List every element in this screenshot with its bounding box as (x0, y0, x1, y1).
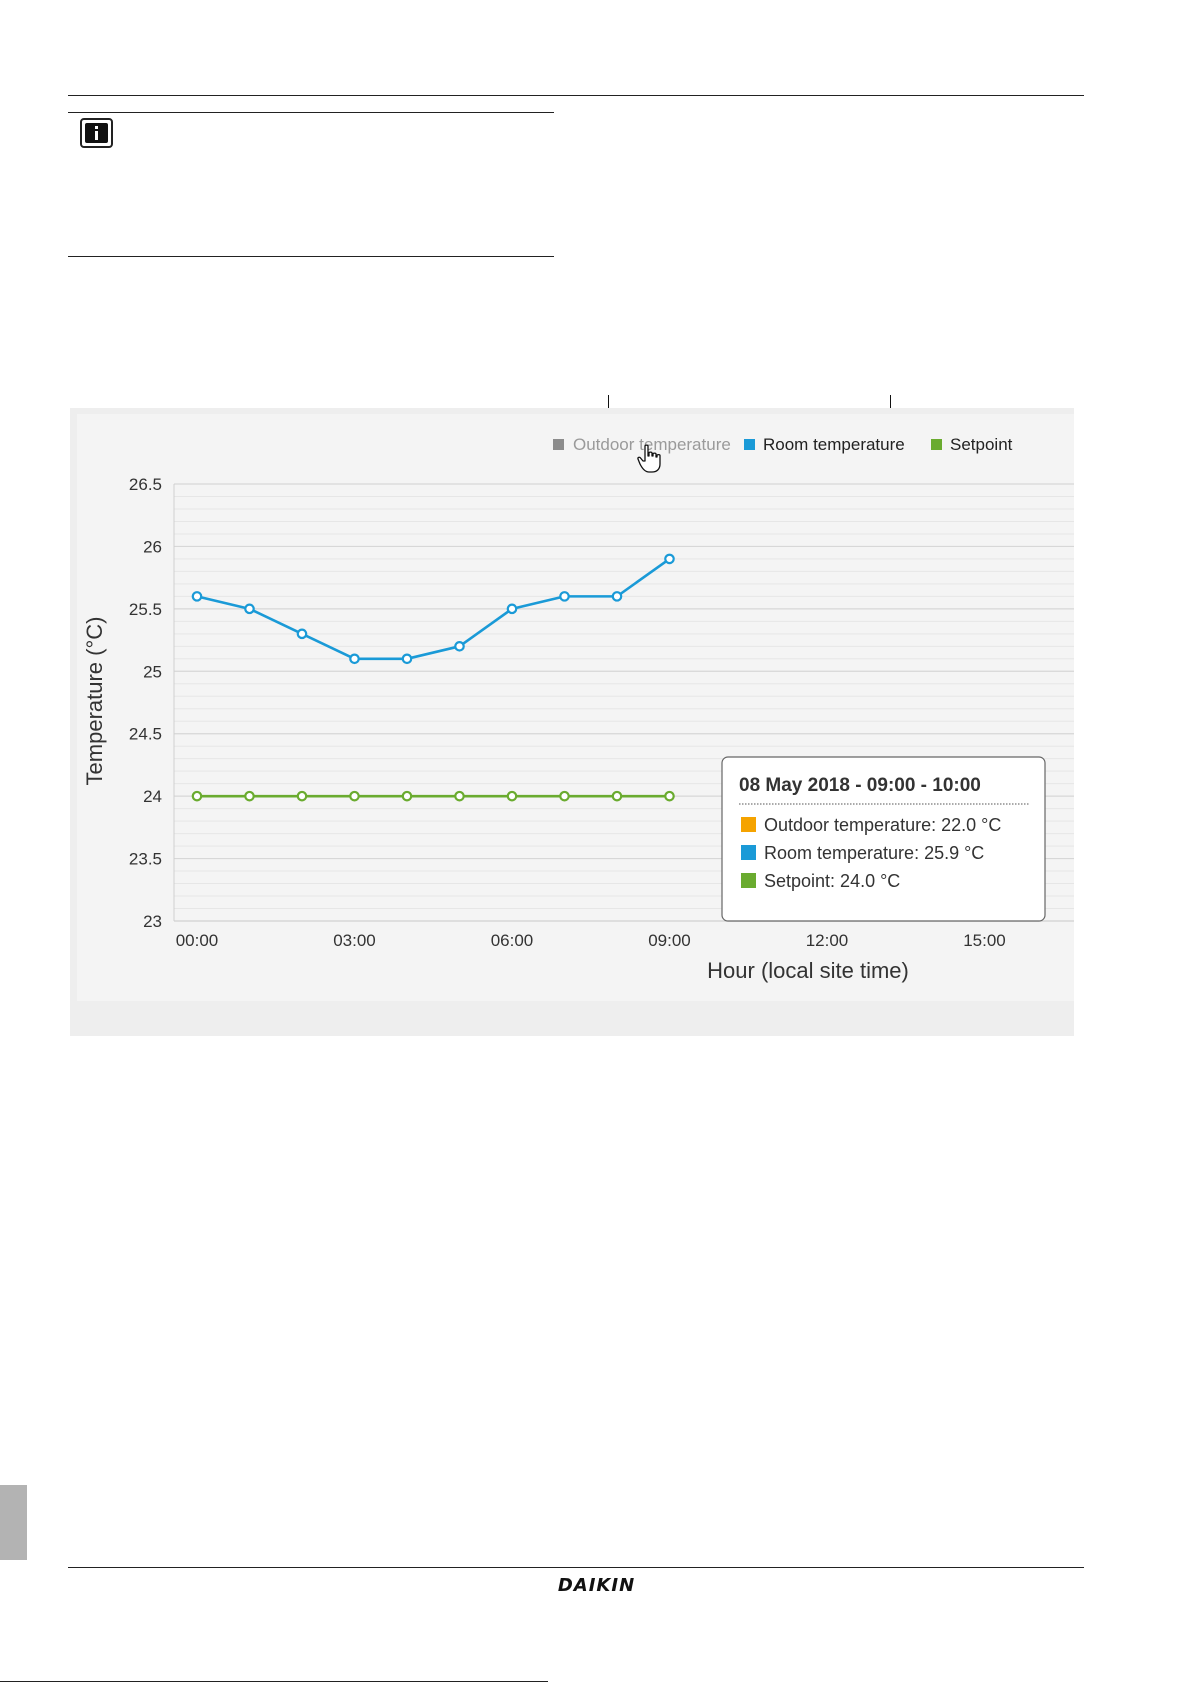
data-point-room-temperature[interactable] (611, 591, 623, 602)
x-axis-title: Hour (local site time) (707, 958, 909, 983)
data-point-setpoint[interactable] (611, 790, 623, 802)
data-point-setpoint[interactable] (559, 790, 570, 802)
data-point-setpoint[interactable] (349, 790, 360, 802)
side-tab (0, 1485, 27, 1560)
tooltip-box (721, 756, 1046, 922)
note-bottom-rule (68, 256, 554, 257)
y-tick-label: 26 (143, 537, 162, 556)
data-point-room-temperature[interactable] (664, 553, 675, 565)
legend: Outdoor temperature Room temperature Set… (553, 435, 1013, 454)
footer-rule (68, 1567, 1084, 1568)
data-point-room-temperature[interactable] (401, 653, 413, 665)
data-point-room-temperature[interactable] (349, 653, 360, 665)
y-tick-label: 24 (143, 787, 162, 806)
note-top-rule (68, 112, 554, 113)
data-point-setpoint[interactable] (454, 790, 465, 802)
y-tick-label: 23 (143, 912, 162, 931)
data-point-setpoint[interactable] (401, 790, 413, 802)
tooltip-swatch-setpoint (741, 873, 756, 888)
data-point-room-temperature[interactable] (296, 628, 308, 640)
data-point-setpoint[interactable] (296, 790, 308, 802)
tooltip-item-setpoint: Setpoint: 24.0 °C (764, 871, 900, 891)
data-point-setpoint[interactable] (506, 790, 518, 802)
data-point-room-temperature[interactable] (244, 603, 255, 615)
line-chart: 23 23.5 24 24.5 25 25.5 26 26.5 00:00 03:00 06:00… (77, 414, 1074, 1001)
x-tick-label: 03:00 (333, 931, 376, 950)
data-point-room-temperature[interactable] (191, 591, 203, 602)
legend-swatch-outdoor (553, 439, 564, 450)
header-rule (68, 95, 1084, 96)
x-tick-label: 15:00 (963, 931, 1006, 950)
info-icon (80, 118, 113, 148)
legend-label-room: Room temperature (763, 435, 905, 454)
data-point-setpoint[interactable] (191, 790, 203, 802)
series-line-room-temperature (196, 557, 671, 661)
y-tick-label: 25 (143, 662, 162, 681)
legend-item-outdoor-temperature[interactable]: Outdoor temperature (553, 435, 731, 454)
x-tick-label: 09:00 (648, 931, 691, 950)
daikin-logo: DAIKIN (557, 1575, 636, 1596)
legend-label-setpoint: Setpoint (950, 435, 1013, 454)
legend-swatch-room (744, 439, 755, 450)
y-tick-label: 26.5 (129, 475, 162, 494)
tooltip: 08 May 2018 - 09:00 - 10:00 Outdoor temp… (721, 756, 1046, 922)
x-tick-label: 00:00 (176, 931, 219, 950)
chart-container: 23 23.5 24 24.5 25 25.5 26 26.5 00:00 03:00 06:00… (70, 408, 1074, 1036)
data-point-setpoint[interactable] (244, 790, 255, 802)
data-point-setpoint[interactable] (664, 790, 675, 802)
hand-pointer-icon (637, 444, 661, 473)
data-point-room-temperature[interactable] (559, 591, 570, 602)
legend-item-setpoint[interactable]: Setpoint (931, 435, 1013, 454)
data-point-room-temperature[interactable] (506, 603, 518, 615)
tooltip-swatch-room (741, 845, 756, 860)
x-tick-label: 06:00 (491, 931, 534, 950)
data-point-room-temperature[interactable] (454, 641, 465, 652)
x-tick-label: 12:00 (806, 931, 849, 950)
y-axis-title: Temperature (°C) (82, 617, 107, 786)
y-tick-label: 25.5 (129, 600, 162, 619)
tooltip-swatch-outdoor (741, 817, 756, 832)
y-tick-label: 24.5 (129, 725, 162, 744)
tooltip-item-outdoor: Outdoor temperature: 22.0 °C (764, 815, 1001, 835)
tooltip-title: 08 May 2018 - 09:00 - 10:00 (739, 775, 981, 796)
y-tick-label: 23.5 (129, 850, 162, 869)
legend-label-outdoor: Outdoor temperature (573, 435, 731, 454)
legend-swatch-setpoint (931, 439, 942, 450)
tooltip-item-room: Room temperature: 25.9 °C (764, 843, 984, 863)
bottom-rule (0, 1681, 548, 1682)
legend-item-room-temperature[interactable]: Room temperature (744, 435, 905, 454)
